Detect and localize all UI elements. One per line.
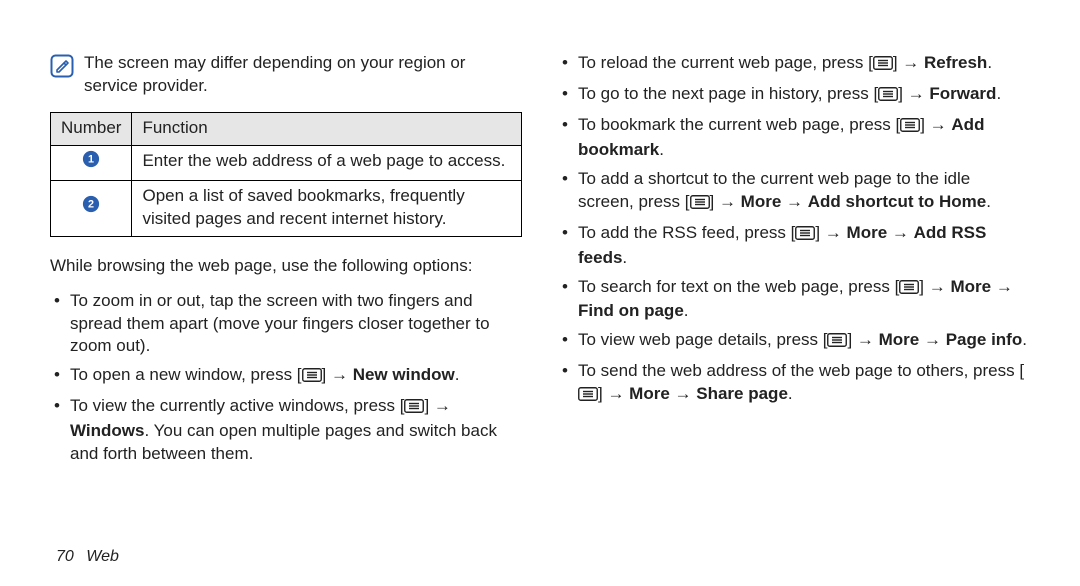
menu-key-icon: [900, 116, 920, 139]
section-name: Web: [86, 548, 119, 565]
table-row: 2 Open a list of saved bookmarks, frequen…: [51, 180, 522, 236]
list-item: To open a new window, press [] → New win…: [50, 364, 522, 389]
svg-text:2: 2: [88, 199, 94, 211]
bold-text: New window: [353, 365, 455, 384]
bold-text: Page info: [946, 330, 1023, 349]
list-item: To go to the next page in history, press…: [558, 83, 1030, 108]
table-header-row: Number Function: [51, 112, 522, 145]
menu-key-icon: [690, 193, 710, 216]
menu-key-icon: [404, 397, 424, 420]
menu-key-icon: [578, 385, 598, 408]
menu-key-icon: [827, 331, 847, 354]
header-number: Number: [51, 112, 132, 145]
bold-text: More: [950, 277, 991, 296]
list-item: To add the RSS feed, press [] → More → A…: [558, 222, 1030, 270]
bold-text: Share page: [696, 384, 788, 403]
bold-text: More: [879, 330, 920, 349]
menu-key-icon: [873, 54, 893, 77]
circled-number-icon: 1: [82, 150, 100, 175]
manual-page: The screen may differ depending on your …: [0, 0, 1080, 472]
list-item: To add a shortcut to the current web pag…: [558, 168, 1030, 216]
note-block: The screen may differ depending on your …: [50, 52, 522, 98]
bold-text: Forward: [929, 84, 996, 103]
circled-number-icon: 2: [82, 195, 100, 220]
right-bullet-list: To reload the current web page, press []…: [558, 52, 1030, 408]
page-footer: 70 Web: [56, 548, 119, 566]
bold-text: Add bookmark: [578, 115, 984, 159]
list-item: To bookmark the current web page, press …: [558, 114, 1030, 162]
list-item: To search for text on the web page, pres…: [558, 276, 1030, 324]
bold-text: Add shortcut to Home: [808, 192, 987, 211]
list-item: To view the currently active windows, pr…: [50, 395, 522, 466]
function-cell: Enter the web address of a web page to a…: [132, 145, 522, 180]
function-table: Number Function 1 Enter the web address o…: [50, 112, 522, 237]
svg-text:1: 1: [88, 153, 94, 165]
page-number: 70: [56, 548, 74, 565]
number-cell: 2: [51, 180, 132, 236]
header-function: Function: [132, 112, 522, 145]
function-cell: Open a list of saved bookmarks, frequent…: [132, 180, 522, 236]
bold-text: More: [629, 384, 670, 403]
bold-text: Add RSS feeds: [578, 223, 986, 267]
bold-text: Windows: [70, 421, 144, 440]
menu-key-icon: [899, 278, 919, 301]
right-column: To reload the current web page, press []…: [558, 52, 1030, 472]
bold-text: Refresh: [924, 53, 987, 72]
list-item: To zoom in or out, tap the screen with t…: [50, 290, 522, 359]
menu-key-icon: [302, 366, 322, 389]
note-text: The screen may differ depending on your …: [84, 52, 522, 98]
left-bullet-list: To zoom in or out, tap the screen with t…: [50, 290, 522, 467]
table-row: 1 Enter the web address of a web page to …: [51, 145, 522, 180]
list-item: To view web page details, press [] → Mor…: [558, 329, 1030, 354]
menu-key-icon: [878, 85, 898, 108]
number-cell: 1: [51, 145, 132, 180]
left-column: The screen may differ depending on your …: [50, 52, 522, 472]
note-icon: [50, 54, 74, 83]
list-item: To send the web address of the web page …: [558, 360, 1030, 408]
lead-text: While browsing the web page, use the fol…: [50, 255, 522, 278]
bold-text: Find on page: [578, 301, 684, 320]
list-item: To reload the current web page, press []…: [558, 52, 1030, 77]
bold-text: More: [741, 192, 782, 211]
menu-key-icon: [795, 224, 815, 247]
bold-text: More: [847, 223, 888, 242]
